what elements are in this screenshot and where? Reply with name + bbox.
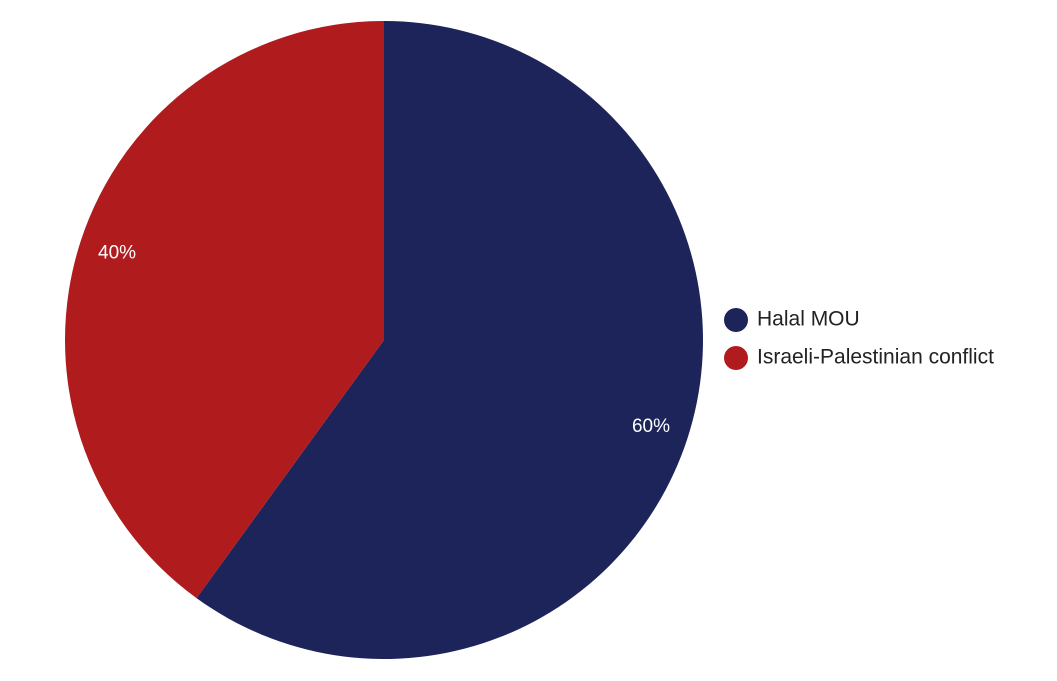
data-label: 40%	[98, 242, 136, 263]
pie-slice-israeli-palestinian-conflict	[65, 21, 385, 599]
legend-marker-icon	[724, 308, 748, 332]
pie-slices	[65, 21, 703, 659]
legend-marker-icon	[724, 346, 748, 370]
legend-label: Israeli-Palestinian conflict	[757, 346, 994, 369]
data-label: 60%	[632, 416, 670, 437]
pie-slice-halal-mou	[196, 21, 703, 659]
legend-label: Halal MOU	[757, 308, 860, 331]
pie-data-labels: 60% 40%	[98, 242, 670, 436]
legend: Halal MOU Israeli-Palestinian conflict	[724, 308, 994, 370]
